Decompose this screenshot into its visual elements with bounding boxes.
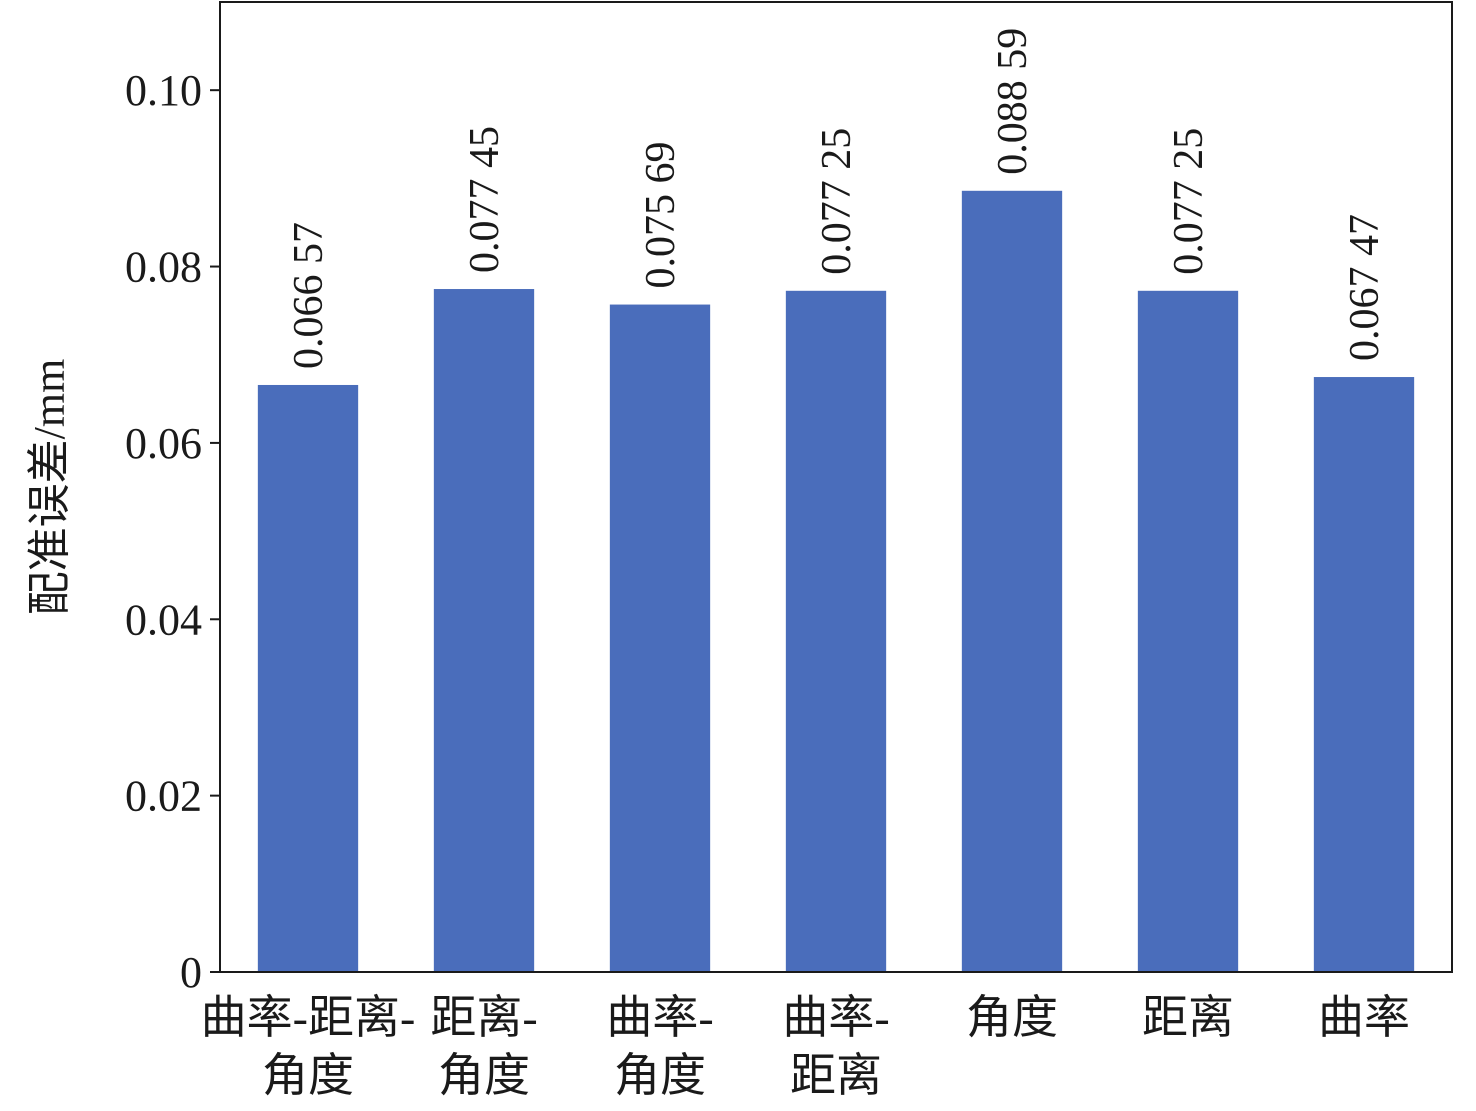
axes-group <box>219 1 1453 973</box>
y-tick-label-4: 0.08 <box>125 243 202 292</box>
bar-value-label-2: 0.077 45 <box>462 126 508 273</box>
x-category-label-line: 曲率- <box>606 992 713 1043</box>
bar-7 <box>1313 377 1415 973</box>
plot-frame <box>219 1 1453 973</box>
x-category-label-line: 曲率-距离- <box>201 992 416 1043</box>
bar-value-label-7: 0.067 47 <box>1342 214 1388 361</box>
bar-value-label-6: 0.077 25 <box>1166 128 1212 275</box>
y-tick-label-1: 0.02 <box>125 772 202 821</box>
x-category-label-5: 角度 <box>966 992 1058 1043</box>
x-category-label-2: 距离- 角度 <box>430 992 537 1101</box>
bar-value-label-4: 0.077 25 <box>814 128 860 275</box>
y-axis-title: 配准误差/mm <box>25 359 74 616</box>
x-category-label-line: 角度 <box>262 1050 354 1101</box>
bar-5 <box>961 190 1063 973</box>
x-category-label-line: 曲率 <box>1318 992 1410 1043</box>
bar-3 <box>609 304 711 972</box>
x-category-label-3: 曲率- 角度 <box>606 992 713 1101</box>
x-category-label-line: 角度 <box>966 992 1058 1043</box>
bar-1 <box>257 384 359 972</box>
y-tick-label-2: 0.04 <box>125 595 202 644</box>
bar-6 <box>1137 290 1239 973</box>
x-category-label-line: 距离- <box>430 992 537 1043</box>
bar-value-label-3: 0.075 69 <box>638 142 684 289</box>
x-category-label-line: 距离 <box>1142 992 1234 1043</box>
y-axis-ticks: 0 0.02 0.04 0.06 0.08 0.10 <box>125 66 220 997</box>
y-tick-label-3: 0.06 <box>125 419 202 468</box>
y-tick-label-0: 0 <box>180 948 202 997</box>
bar-value-label-5: 0.088 59 <box>990 28 1036 175</box>
x-category-label-line: 角度 <box>438 1050 530 1101</box>
x-category-label-1: 曲率-距离- 角度 <box>201 992 416 1101</box>
x-category-label-4: 曲率- 距离 <box>782 992 889 1101</box>
bar-4 <box>785 290 887 973</box>
x-category-label-line: 曲率- <box>782 992 889 1043</box>
data-labels-group: 0.066 57 0.077 45 0.075 69 0.077 25 0.088 59… <box>286 28 1388 369</box>
bars-group <box>257 190 1415 973</box>
bar-2 <box>433 289 535 972</box>
y-tick-label-5: 0.10 <box>125 66 202 115</box>
x-category-label-line: 角度 <box>614 1050 706 1101</box>
x-category-label-7: 曲率 <box>1318 992 1410 1043</box>
x-category-label-line: 距离 <box>790 1050 882 1101</box>
bar-value-label-1: 0.066 57 <box>286 222 332 369</box>
x-category-label-6: 距离 <box>1142 992 1234 1043</box>
